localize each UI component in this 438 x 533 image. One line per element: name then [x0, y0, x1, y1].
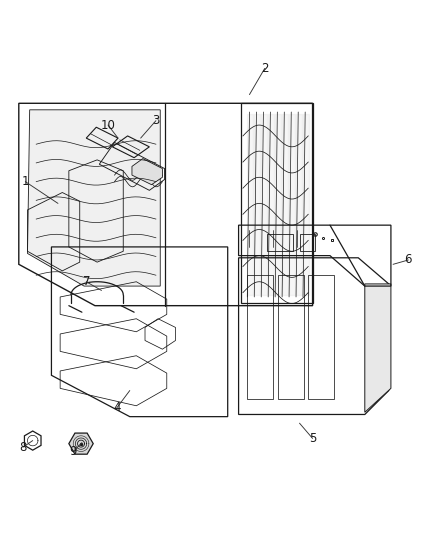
- Text: 5: 5: [309, 432, 316, 445]
- Polygon shape: [28, 110, 160, 286]
- Polygon shape: [365, 284, 391, 413]
- Text: 2: 2: [261, 62, 268, 75]
- Polygon shape: [132, 158, 162, 184]
- Text: 1: 1: [21, 175, 29, 188]
- Text: 9: 9: [70, 445, 77, 458]
- Text: 8: 8: [19, 441, 27, 454]
- Text: 3: 3: [152, 114, 159, 127]
- Text: 10: 10: [101, 118, 116, 132]
- Text: 7: 7: [82, 275, 90, 288]
- Polygon shape: [69, 433, 93, 454]
- Text: 4: 4: [113, 401, 120, 415]
- Text: 6: 6: [405, 254, 412, 266]
